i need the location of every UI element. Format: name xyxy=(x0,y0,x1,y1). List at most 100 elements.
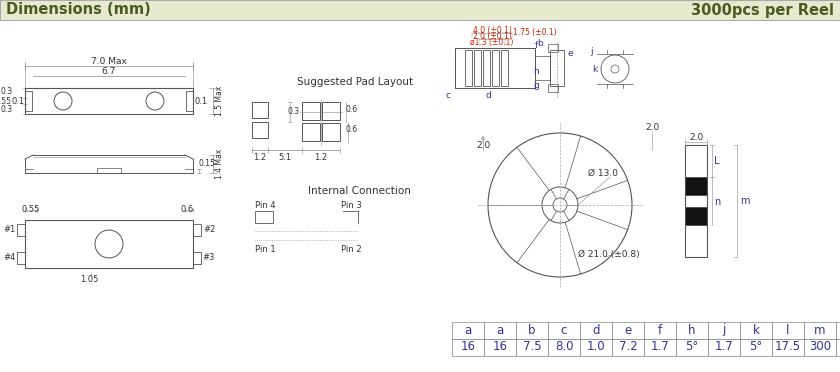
Bar xyxy=(644,339,676,356)
Text: d: d xyxy=(486,92,491,100)
Text: 6.7: 6.7 xyxy=(102,67,116,77)
Text: 1.7: 1.7 xyxy=(715,340,733,353)
Text: h: h xyxy=(688,324,696,337)
Bar xyxy=(548,84,558,92)
Bar xyxy=(708,322,740,339)
Bar xyxy=(17,252,25,264)
Bar xyxy=(548,322,580,339)
Bar xyxy=(25,88,193,114)
Bar xyxy=(302,102,320,120)
Text: 1.0: 1.0 xyxy=(586,340,606,353)
Text: 1.75 (±0.1): 1.75 (±0.1) xyxy=(513,29,557,38)
Bar xyxy=(465,50,472,86)
Bar xyxy=(548,44,558,52)
Bar xyxy=(612,339,644,356)
Bar xyxy=(685,177,707,195)
Text: 1.2: 1.2 xyxy=(314,153,328,161)
Text: 300: 300 xyxy=(809,340,831,353)
Text: Pin 1: Pin 1 xyxy=(255,244,276,253)
Bar xyxy=(322,123,340,141)
Bar xyxy=(772,339,804,356)
Text: 17.5: 17.5 xyxy=(775,340,801,353)
Text: m: m xyxy=(814,324,826,337)
Bar xyxy=(676,339,708,356)
Bar xyxy=(484,322,516,339)
Bar xyxy=(644,322,676,339)
Text: c: c xyxy=(445,92,450,100)
Text: 0.55: 0.55 xyxy=(22,205,40,215)
Text: 0.1: 0.1 xyxy=(12,96,24,106)
Text: Pin 3: Pin 3 xyxy=(341,201,362,209)
Text: 1.05: 1.05 xyxy=(80,276,98,285)
Bar xyxy=(836,339,840,356)
Text: 0.3: 0.3 xyxy=(1,87,13,96)
Bar xyxy=(580,322,612,339)
Bar xyxy=(740,339,772,356)
Text: Ø 13.0: Ø 13.0 xyxy=(588,169,618,177)
Text: 2.0: 2.0 xyxy=(645,122,659,131)
Text: 0.6: 0.6 xyxy=(181,205,194,215)
Bar xyxy=(580,339,612,356)
Bar xyxy=(708,339,740,356)
Text: f: f xyxy=(534,42,538,51)
Bar xyxy=(516,339,548,356)
Bar xyxy=(804,339,836,356)
Text: 1.4 Max: 1.4 Max xyxy=(214,149,223,179)
Text: Internal Connection: Internal Connection xyxy=(308,186,411,196)
Bar xyxy=(17,224,25,236)
Text: j: j xyxy=(590,48,592,57)
Text: 2.0: 2.0 xyxy=(476,141,490,150)
Bar xyxy=(516,322,548,339)
Text: #3: #3 xyxy=(202,253,215,263)
Text: e: e xyxy=(624,324,632,337)
Text: #1: #1 xyxy=(3,225,15,234)
Bar xyxy=(772,322,804,339)
Bar xyxy=(25,220,193,268)
Text: 7.0 Max: 7.0 Max xyxy=(91,58,127,67)
Text: 2.0 (±0.1): 2.0 (±0.1) xyxy=(473,32,512,42)
Bar xyxy=(804,322,836,339)
Bar xyxy=(685,145,707,257)
Text: 1.7: 1.7 xyxy=(651,340,669,353)
Text: 7.2: 7.2 xyxy=(618,340,638,353)
Bar xyxy=(685,207,707,225)
Text: 8.0: 8.0 xyxy=(554,340,573,353)
Text: a: a xyxy=(465,324,471,337)
Bar xyxy=(550,50,564,86)
Text: k: k xyxy=(592,64,597,74)
Text: #2: #2 xyxy=(203,225,215,234)
Text: 5°: 5° xyxy=(685,340,699,353)
Text: 16: 16 xyxy=(492,340,507,353)
Text: a: a xyxy=(496,324,504,337)
Text: f: f xyxy=(658,324,662,337)
Bar xyxy=(612,322,644,339)
Text: 0.1: 0.1 xyxy=(194,96,207,106)
Text: d: d xyxy=(592,324,600,337)
Bar xyxy=(302,123,320,141)
Bar xyxy=(548,339,580,356)
Text: #4: #4 xyxy=(3,253,15,263)
Text: 5.1: 5.1 xyxy=(278,153,291,161)
Text: Suggested Pad Layout: Suggested Pad Layout xyxy=(297,77,413,87)
Text: b: b xyxy=(528,324,536,337)
Text: c: c xyxy=(561,324,567,337)
Text: n: n xyxy=(714,197,720,207)
Text: j: j xyxy=(722,324,726,337)
Bar xyxy=(25,91,32,111)
Text: g: g xyxy=(533,81,539,90)
Text: h: h xyxy=(533,67,539,77)
Bar xyxy=(255,211,273,223)
Bar xyxy=(0,0,840,20)
Bar xyxy=(186,91,193,111)
Text: Pin 2: Pin 2 xyxy=(341,244,362,253)
Bar xyxy=(193,252,201,264)
Text: 16: 16 xyxy=(460,340,475,353)
Text: 0.3: 0.3 xyxy=(1,106,13,115)
Text: k: k xyxy=(753,324,759,337)
Bar xyxy=(836,322,840,339)
Bar xyxy=(97,168,121,173)
Bar xyxy=(740,322,772,339)
Bar xyxy=(252,122,268,138)
Bar xyxy=(474,50,481,86)
Bar xyxy=(252,102,268,118)
